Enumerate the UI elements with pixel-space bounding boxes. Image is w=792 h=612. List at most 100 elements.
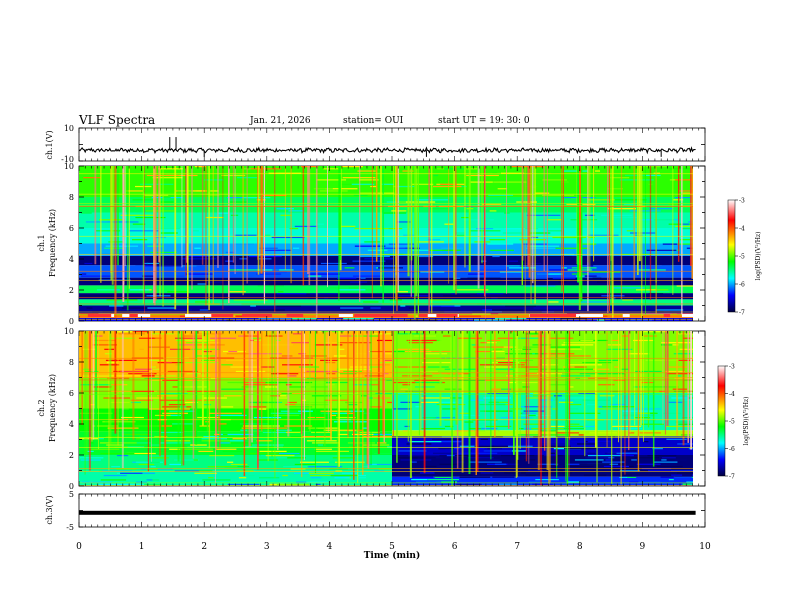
spec-burst (565, 331, 567, 482)
spec-speckle (186, 393, 195, 395)
spec-line (79, 280, 693, 281)
ch1-waveform-panel: 10 -10 ch.1(V) (45, 124, 706, 164)
spec-speckle (276, 429, 292, 431)
spec-speckle (138, 463, 155, 466)
spec-speckle (256, 440, 273, 442)
spec-late-speckle (488, 401, 500, 403)
spec-burst (530, 166, 532, 304)
spec-speckle (329, 410, 355, 412)
spec-speckle (79, 438, 99, 440)
spec-burst (633, 166, 636, 281)
spec-speckle (378, 267, 403, 269)
spec-speckle (399, 295, 428, 297)
spec-speckle (229, 291, 246, 293)
spec-speckle (284, 425, 313, 427)
spec-speckle (168, 404, 186, 406)
spec-speckle (563, 170, 589, 172)
spec-burst (528, 331, 530, 464)
spec-burst (617, 331, 619, 443)
spec-speckle (465, 168, 478, 170)
spec-line (79, 318, 693, 320)
spec-speckle (193, 459, 199, 461)
spec-speckle (355, 353, 384, 355)
spec-late-speckle (526, 397, 547, 399)
spec-speckle (150, 444, 161, 446)
spec-late-speckle (594, 408, 627, 410)
spec-burst (439, 331, 442, 427)
spec-speckle (129, 289, 150, 291)
spec-burst (327, 331, 329, 432)
spec-speckle (641, 291, 670, 293)
spec-speckle (313, 172, 328, 174)
spec-speckle (286, 431, 301, 433)
spec-late-speckle (393, 350, 416, 353)
spec-burst (549, 331, 551, 483)
colorbar-tick-label: -5 (729, 419, 735, 426)
spec-late-speckle (392, 408, 412, 410)
spec-speckle (162, 412, 188, 414)
spec-speckle (122, 397, 131, 399)
spec-speckle (302, 355, 327, 357)
spec-late-speckle (422, 417, 437, 419)
ch1-ytick-bottom: -10 (61, 155, 74, 164)
spec-late-speckle (519, 362, 526, 364)
spec-speckle (197, 377, 211, 379)
spec-speckle (436, 317, 459, 320)
spec-late-speckle (604, 452, 617, 454)
spec-late-speckle (475, 350, 492, 353)
spec-burst (362, 331, 364, 475)
spec-late-speckle (471, 452, 498, 454)
spec-late-speckle (662, 412, 682, 414)
spec-burst (468, 166, 471, 273)
spec-speckle (476, 293, 504, 295)
spec-speckle (160, 393, 188, 395)
spec-speckle (152, 177, 183, 179)
spec-speckle (551, 172, 565, 174)
x-tick-label: 1 (139, 542, 145, 552)
spec-burst (219, 331, 221, 449)
spec-late-speckle (521, 381, 538, 384)
time-axis: 0 1 2 3 4 5 6 7 8 9 10 (76, 128, 711, 552)
spec-late-speckle (586, 403, 596, 406)
spec-burst (677, 166, 680, 262)
spec-burst (274, 166, 276, 313)
spec-late-speckle (587, 452, 596, 454)
spec-speckle (427, 239, 441, 241)
spec-burst (483, 166, 486, 297)
spec-late-speckle (525, 474, 536, 476)
spec-speckle (357, 170, 376, 172)
spec-burst (261, 331, 263, 432)
spec-burst (142, 166, 144, 304)
spec-speckle (177, 190, 204, 192)
spec-burst (124, 166, 126, 266)
spec-late-speckle (661, 459, 667, 461)
spec-burst (676, 331, 679, 437)
spec-speckle (308, 472, 334, 474)
spec-speckle (561, 267, 567, 269)
spec-ytick-label: 4 (69, 255, 74, 264)
spec-speckle (497, 188, 508, 190)
spec-speckle (180, 448, 213, 450)
spec-burst (687, 331, 690, 443)
spec-late-speckle (406, 339, 437, 342)
spec-burst (543, 166, 545, 272)
spec-speckle (250, 305, 256, 307)
spec-speckle (542, 179, 567, 181)
spec-late-speckle (647, 455, 677, 457)
spec-late-speckle (450, 450, 471, 452)
x-tick-label: 2 (201, 542, 207, 552)
spec-late-speckle (634, 417, 651, 419)
spec-burst (192, 331, 195, 459)
spec-speckle (302, 435, 332, 438)
spec-speckle (589, 271, 621, 273)
spec-late-speckle (474, 445, 495, 447)
spec-speckle (350, 281, 368, 283)
spec-late-speckle (504, 472, 519, 474)
spec-speckle (587, 199, 615, 201)
spec-late-speckle (492, 476, 515, 478)
spec-speckle (270, 373, 299, 375)
spec-burst (450, 331, 452, 428)
spec-late-speckle (598, 384, 615, 386)
spec-speckle (81, 481, 112, 483)
spec-speckle (202, 479, 231, 481)
